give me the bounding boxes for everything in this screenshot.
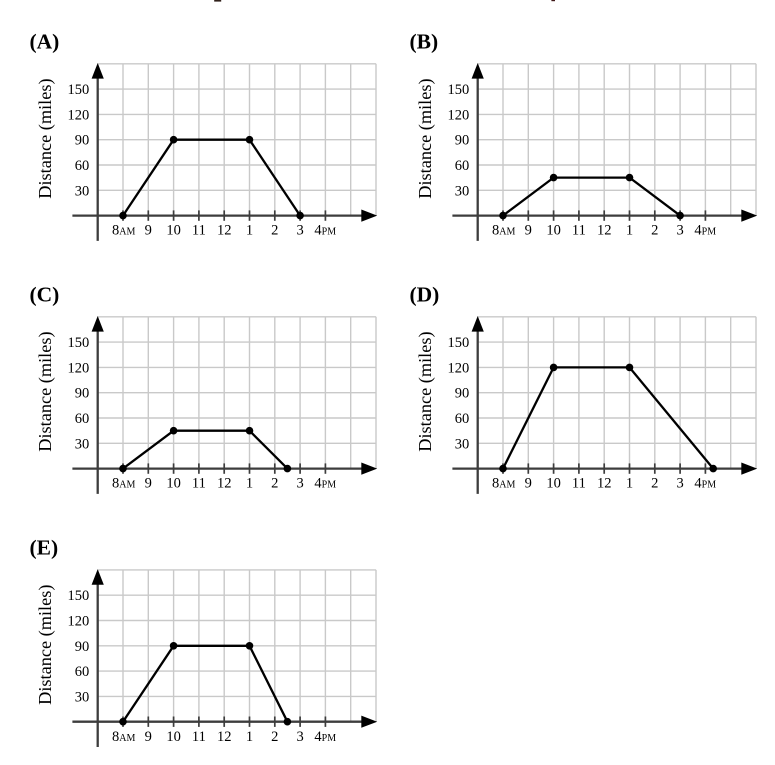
svg-text:60: 60 bbox=[455, 411, 470, 427]
svg-text:11: 11 bbox=[572, 223, 586, 239]
svg-text:90: 90 bbox=[455, 386, 470, 402]
svg-text:12: 12 bbox=[217, 223, 232, 239]
svg-text:12: 12 bbox=[217, 476, 232, 492]
svg-text:9: 9 bbox=[145, 476, 152, 492]
svg-text:12: 12 bbox=[597, 223, 612, 239]
svg-text:3: 3 bbox=[676, 476, 683, 492]
svg-text:3: 3 bbox=[296, 729, 303, 745]
svg-text:(A): (A) bbox=[30, 29, 60, 53]
svg-text:12: 12 bbox=[597, 476, 612, 492]
svg-text:60: 60 bbox=[75, 664, 90, 680]
svg-text:2: 2 bbox=[271, 729, 278, 745]
svg-text:2: 2 bbox=[651, 223, 658, 239]
svg-text:3: 3 bbox=[296, 476, 303, 492]
svg-text:8AM: 8AM bbox=[492, 476, 515, 492]
svg-text:10: 10 bbox=[166, 476, 181, 492]
svg-text:1: 1 bbox=[246, 729, 253, 745]
svg-text:4PM: 4PM bbox=[314, 476, 336, 492]
svg-text:2: 2 bbox=[271, 223, 278, 239]
svg-text:30: 30 bbox=[75, 436, 90, 452]
svg-text:150: 150 bbox=[447, 335, 469, 351]
svg-text:1: 1 bbox=[246, 223, 253, 239]
svg-text:(E): (E) bbox=[30, 535, 59, 559]
svg-text:120: 120 bbox=[67, 360, 89, 376]
svg-text:3: 3 bbox=[676, 223, 683, 239]
svg-text:10: 10 bbox=[546, 476, 561, 492]
svg-text:4PM: 4PM bbox=[694, 476, 716, 492]
svg-text:Distance (miles): Distance (miles) bbox=[415, 78, 436, 198]
svg-text:90: 90 bbox=[75, 133, 90, 149]
svg-text:8AM: 8AM bbox=[112, 476, 135, 492]
svg-text:(B): (B) bbox=[410, 29, 439, 53]
svg-text:11: 11 bbox=[192, 476, 206, 492]
svg-text:2: 2 bbox=[271, 476, 278, 492]
svg-text:120: 120 bbox=[67, 614, 89, 630]
svg-text:90: 90 bbox=[75, 639, 90, 655]
svg-text:Distance (miles): Distance (miles) bbox=[415, 331, 436, 451]
svg-text:150: 150 bbox=[67, 335, 89, 351]
svg-text:1: 1 bbox=[246, 476, 253, 492]
svg-text:11: 11 bbox=[192, 729, 206, 745]
svg-text:150: 150 bbox=[67, 82, 89, 98]
svg-text:60: 60 bbox=[75, 158, 90, 174]
svg-text:60: 60 bbox=[75, 411, 90, 427]
svg-text:3: 3 bbox=[296, 223, 303, 239]
svg-text:150: 150 bbox=[67, 588, 89, 604]
svg-text:30: 30 bbox=[455, 183, 470, 199]
svg-text:11: 11 bbox=[192, 223, 206, 239]
svg-text:Distance (miles): Distance (miles) bbox=[35, 585, 56, 705]
svg-text:2: 2 bbox=[651, 476, 658, 492]
svg-text:(D): (D) bbox=[410, 282, 440, 306]
svg-text:30: 30 bbox=[75, 183, 90, 199]
svg-text:150: 150 bbox=[447, 82, 469, 98]
svg-text:8AM: 8AM bbox=[112, 729, 135, 745]
svg-text:12: 12 bbox=[217, 729, 232, 745]
svg-text:9: 9 bbox=[145, 729, 152, 745]
svg-text:60: 60 bbox=[455, 158, 470, 174]
svg-text:30: 30 bbox=[455, 436, 470, 452]
svg-text:4PM: 4PM bbox=[694, 223, 716, 239]
svg-text:120: 120 bbox=[447, 360, 469, 376]
svg-text:Distance (miles): Distance (miles) bbox=[35, 78, 56, 198]
svg-text:9: 9 bbox=[525, 223, 532, 239]
svg-text:1: 1 bbox=[626, 223, 633, 239]
svg-text:120: 120 bbox=[67, 107, 89, 123]
svg-text:Distance (miles): Distance (miles) bbox=[35, 331, 56, 451]
svg-text:10: 10 bbox=[546, 223, 561, 239]
svg-text:8AM: 8AM bbox=[492, 223, 515, 239]
svg-text:4PM: 4PM bbox=[314, 729, 336, 745]
svg-text:90: 90 bbox=[75, 386, 90, 402]
svg-text:9: 9 bbox=[145, 223, 152, 239]
svg-text:10: 10 bbox=[166, 729, 181, 745]
svg-text:10: 10 bbox=[166, 223, 181, 239]
svg-text:(C): (C) bbox=[30, 282, 60, 306]
svg-text:120: 120 bbox=[447, 107, 469, 123]
svg-text:8AM: 8AM bbox=[112, 223, 135, 239]
svg-text:4PM: 4PM bbox=[314, 223, 336, 239]
svg-text:11: 11 bbox=[572, 476, 586, 492]
svg-text:1: 1 bbox=[626, 476, 633, 492]
svg-text:90: 90 bbox=[455, 133, 470, 149]
svg-text:9: 9 bbox=[525, 476, 532, 492]
svg-text:30: 30 bbox=[75, 689, 90, 705]
